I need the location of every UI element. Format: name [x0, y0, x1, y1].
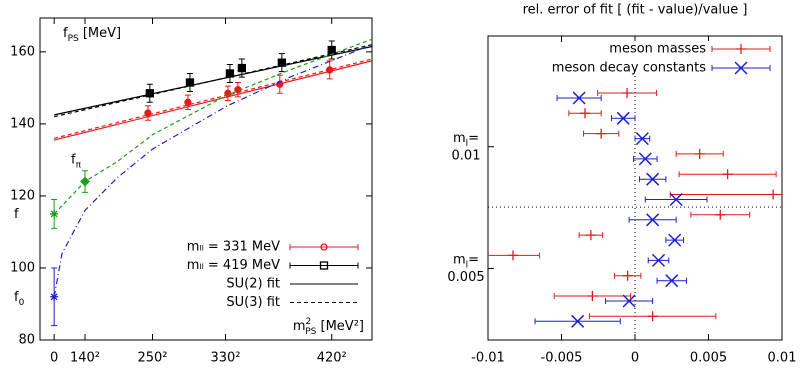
- legend-label: SU(2) fit: [226, 277, 280, 292]
- group-label: ml=: [453, 130, 479, 148]
- x-tick-label: 250²: [137, 351, 167, 366]
- group-label: ml=: [453, 252, 479, 270]
- group-value: 0.005: [447, 270, 484, 285]
- legend-label: SU(3) fit: [226, 295, 280, 310]
- x-tick-label: 0: [50, 351, 58, 366]
- y-tick-label: 120: [10, 188, 35, 203]
- point: [669, 192, 683, 207]
- point: [668, 233, 682, 247]
- point: [768, 189, 779, 200]
- x-tick-label: 140²: [70, 351, 100, 366]
- point: [507, 250, 518, 261]
- x-tick-label: -0.01: [471, 351, 505, 366]
- y-tick-label: 100: [10, 260, 35, 275]
- point: [237, 63, 247, 73]
- point: [571, 314, 585, 328]
- point: [580, 108, 591, 119]
- point-label-sub: π: [76, 160, 82, 170]
- x-axis-label-sup: 2: [306, 317, 312, 327]
- group-label-rest: =: [468, 252, 479, 267]
- x-tick-label: 0.01: [768, 351, 797, 366]
- point: [585, 230, 596, 241]
- legend-label: mₗₗ = 331 MeV: [187, 240, 280, 255]
- point: [622, 270, 633, 281]
- x-tick-label: 330²: [210, 351, 240, 366]
- point: [694, 148, 705, 159]
- point: [736, 44, 746, 54]
- point: [319, 261, 329, 270]
- group-label-rest: =: [468, 130, 479, 145]
- point: [622, 294, 636, 308]
- plot-area: [488, 88, 782, 328]
- x-axis-label-unit: [MeV²]: [316, 319, 364, 334]
- fit-curve: [54, 60, 372, 141]
- point-label: fπ: [71, 152, 82, 170]
- group-label-sub: l: [466, 260, 469, 270]
- point-label-sub: 0: [19, 297, 25, 307]
- left-plot-frame: [39, 17, 373, 341]
- point: [50, 292, 59, 301]
- legend-label: meson masses: [609, 42, 706, 57]
- point: [596, 128, 607, 139]
- legend-bg: [576, 41, 776, 57]
- point: [734, 61, 748, 75]
- point: [50, 209, 59, 218]
- right-title: rel. error of fit [ (fit - value)/value …: [523, 3, 748, 18]
- point: [587, 291, 598, 301]
- group-label-text: m: [453, 252, 466, 267]
- point-label-text: f: [14, 289, 19, 304]
- x-tick-label: 0: [631, 351, 639, 366]
- point: [646, 213, 660, 227]
- point: [80, 176, 90, 187]
- point: [616, 111, 630, 125]
- legend-bg: [576, 60, 776, 76]
- group-value: 0.01: [452, 148, 481, 163]
- point-label-text: f: [14, 206, 19, 221]
- point-label-text: f: [71, 152, 76, 167]
- fit-curve: [53, 44, 372, 297]
- group-label-text: m: [453, 130, 466, 145]
- point: [647, 311, 658, 322]
- y-axis-label-sub: PS: [68, 34, 79, 44]
- point: [184, 98, 192, 106]
- y-axis-label-unit: [MeV]: [79, 26, 121, 41]
- x-axis-label-sub: PS: [305, 327, 316, 337]
- y-tick-label: 160: [10, 44, 35, 59]
- point: [572, 91, 586, 105]
- error-bar: [669, 191, 782, 198]
- point: [651, 253, 666, 267]
- fit-curve: [54, 44, 372, 118]
- group-label-sub: l: [466, 138, 469, 148]
- point: [327, 45, 336, 55]
- point: [638, 152, 652, 166]
- y-axis-label: fPS [MeV]: [63, 26, 121, 44]
- point: [646, 172, 660, 186]
- point: [665, 274, 679, 288]
- y-tick-label: 80: [18, 333, 35, 348]
- x-tick-label: 0.005: [690, 351, 727, 366]
- fit-curve: [54, 58, 372, 139]
- y-axis-label-text: f: [63, 26, 68, 41]
- x-tick-label: -0.005: [541, 351, 583, 366]
- y-tick-label: 140: [10, 116, 35, 131]
- point: [715, 209, 726, 220]
- x-tick-label: 420²: [317, 351, 347, 366]
- point: [635, 132, 649, 146]
- point-label: f0: [14, 289, 25, 307]
- point: [320, 243, 328, 251]
- legend-swatch: [289, 244, 359, 250]
- legend-label: meson decay constants: [552, 61, 706, 76]
- x-axis-label: m2 PS [MeV²]: [293, 317, 364, 337]
- point-label: f: [14, 206, 19, 221]
- point: [722, 169, 733, 180]
- legend-swatch: [289, 262, 359, 269]
- point: [622, 88, 633, 98]
- x-axis-label-text: m: [293, 319, 306, 334]
- legend-label: mₗₗ = 419 MeV: [187, 258, 280, 273]
